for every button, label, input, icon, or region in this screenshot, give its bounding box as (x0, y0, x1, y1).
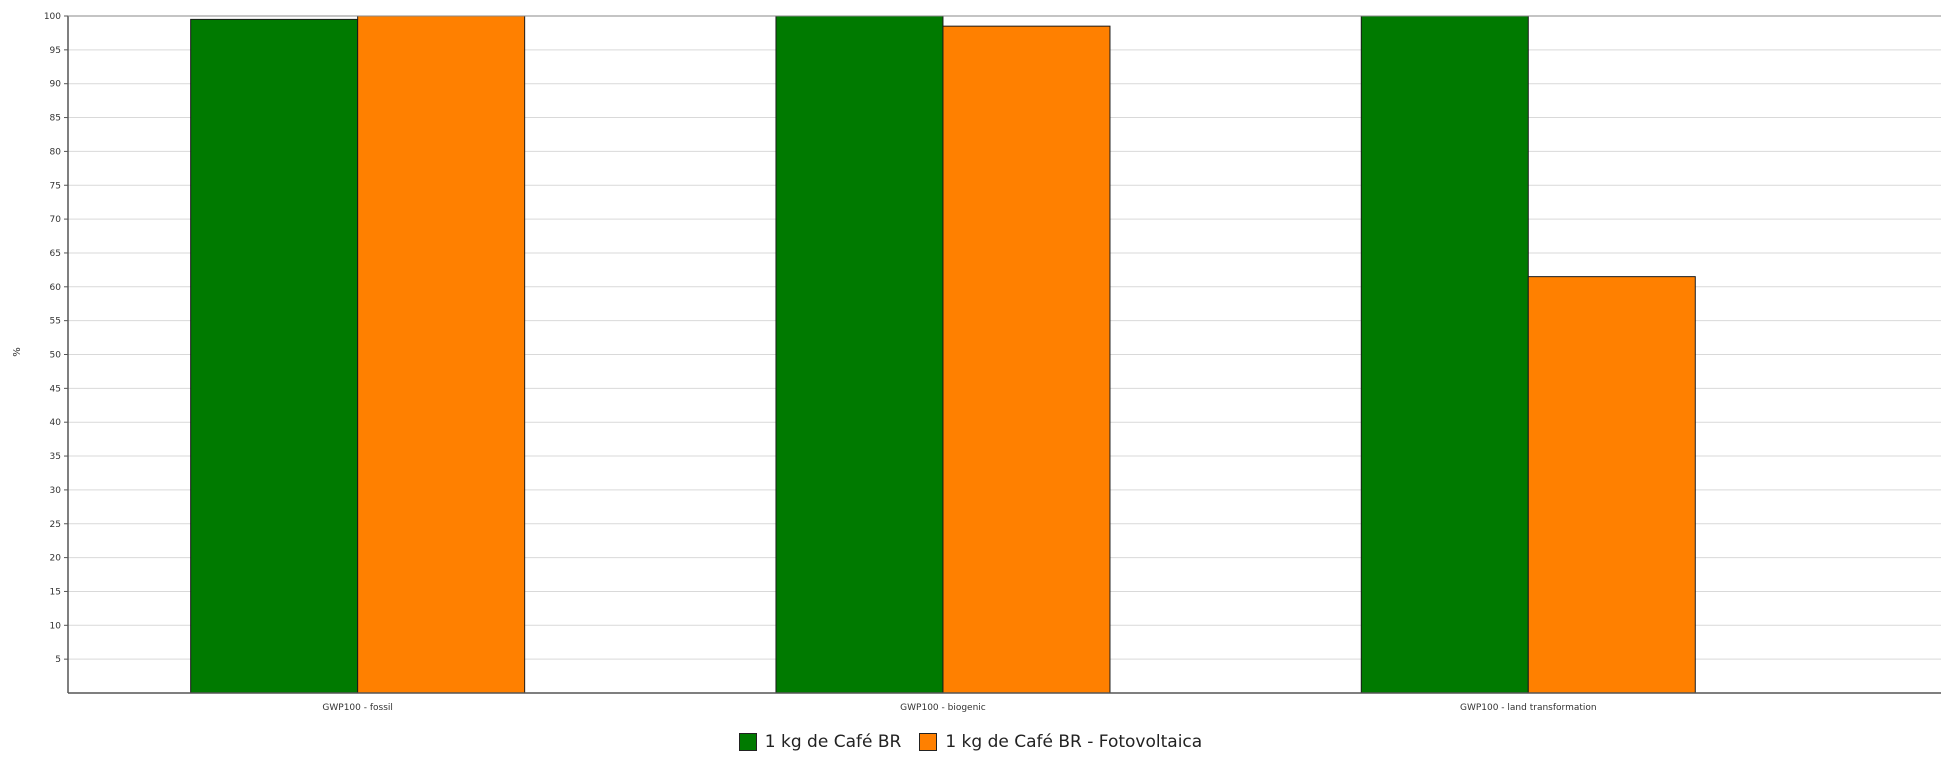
x-category-label: GWP100 - land transformation (1460, 703, 1597, 713)
y-tick-label: 40 (50, 418, 62, 428)
bar-series-2-cat-3 (1527, 276, 1696, 694)
y-tick-label: 70 (50, 215, 62, 225)
y-tick-label: 65 (50, 249, 61, 259)
legend-swatch-series-1 (738, 733, 757, 751)
bar-series-1-cat-3 (1360, 15, 1529, 694)
y-tick-label: 45 (50, 384, 61, 394)
y-tick-label: 100 (44, 12, 61, 22)
legend: 1 kg de Café BR 1 kg de Café BR - Fotovo… (0, 732, 1941, 752)
y-tick-label: 15 (50, 587, 61, 597)
legend-item-series-1[interactable]: 1 kg de Café BR (738, 732, 902, 752)
y-tick-label: 80 (50, 147, 62, 157)
legend-label-series-1: 1 kg de Café BR (764, 732, 902, 752)
y-tick-label: 60 (50, 283, 62, 293)
y-tick-label: 85 (50, 114, 61, 124)
legend-swatch-series-2 (919, 733, 938, 751)
y-tick-label: 95 (50, 46, 61, 56)
y-tick-label: 10 (50, 621, 62, 631)
legend-label-series-2: 1 kg de Café BR - Fotovoltaica (945, 732, 1203, 752)
y-axis-ticks: 5 10 15 20 25 30 35 40 45 50 55 60 65 70 75 80 85 90 95 100 (44, 12, 68, 665)
x-category-label: GWP100 - fossil (322, 703, 393, 713)
y-tick-label: 50 (50, 351, 62, 361)
y-tick-label: 30 (50, 486, 62, 496)
y-tick-label: 5 (55, 655, 61, 665)
y-tick-label: 20 (50, 554, 62, 564)
y-tick-label: 35 (50, 452, 61, 462)
bar-series-2-cat-2 (942, 25, 1111, 694)
legend-item-series-2[interactable]: 1 kg de Café BR - Fotovoltaica (919, 732, 1202, 752)
bar-series-2-cat-1 (357, 15, 526, 694)
y-tick-label: 55 (50, 317, 61, 327)
x-category-label: GWP100 - biogenic (900, 703, 986, 713)
y-tick-label: 75 (50, 181, 61, 191)
y-tick-label: 25 (50, 520, 61, 530)
y-tick-label: 90 (50, 80, 62, 90)
bar-series-1-cat-1 (190, 18, 359, 694)
x-axis-categories: GWP100 - fossil GWP100 - biogenic GWP100 -… (322, 703, 1596, 713)
bar-series-1-cat-2 (775, 15, 944, 694)
y-axis-label: % (12, 347, 23, 357)
bars (190, 15, 1696, 694)
